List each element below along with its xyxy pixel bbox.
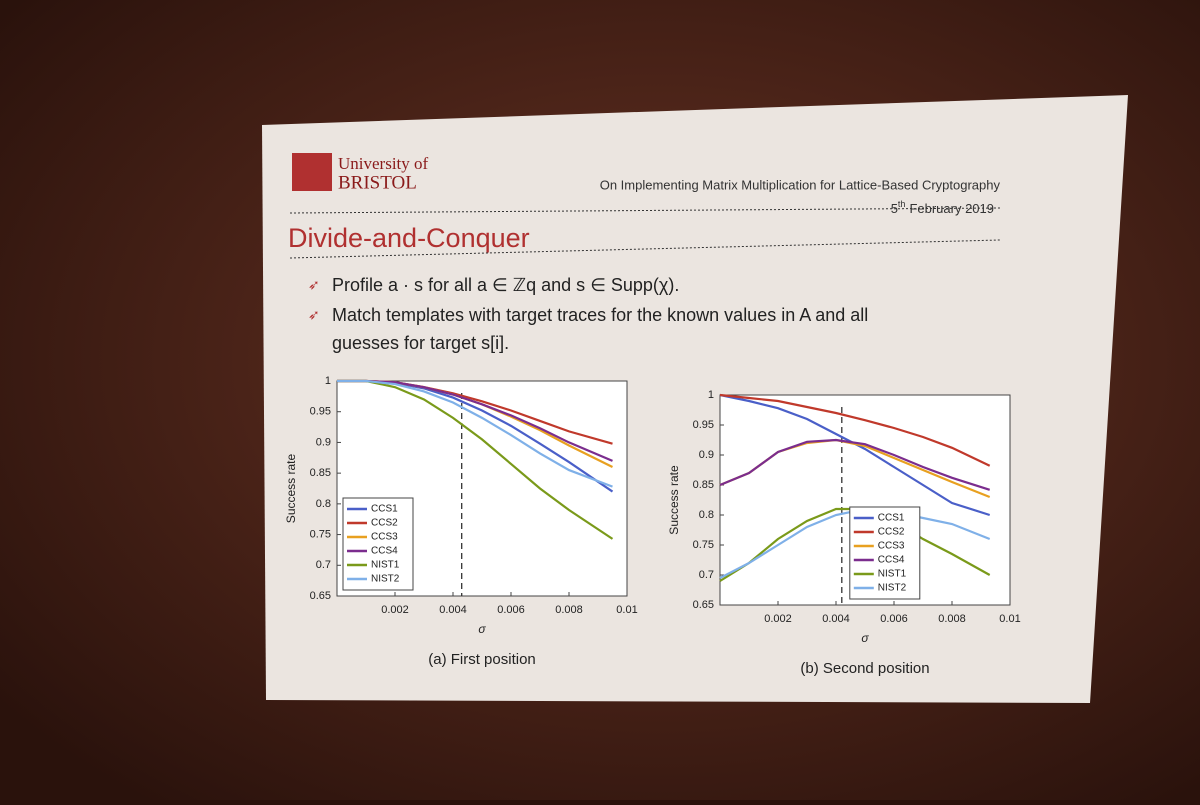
legend-label: NIST1 bbox=[878, 569, 907, 580]
x-tick-label: 0.01 bbox=[999, 613, 1020, 625]
x-axis-label: σ bbox=[478, 622, 486, 636]
y-tick-label: 0.75 bbox=[310, 528, 331, 540]
y-tick-label: 0.9 bbox=[316, 436, 331, 448]
bullet: guesses for target s[i]. bbox=[332, 333, 509, 353]
date-rest: February 2019 bbox=[909, 201, 994, 216]
bullet-icon: ➶ bbox=[308, 277, 320, 293]
y-tick-label: 0.75 bbox=[693, 539, 714, 551]
legend-label: CCS3 bbox=[371, 532, 398, 543]
y-axis-label: Success rate bbox=[284, 453, 298, 523]
x-tick-label: 0.006 bbox=[497, 604, 525, 616]
x-tick-label: 0.004 bbox=[439, 604, 467, 616]
legend bbox=[342, 497, 414, 591]
y-tick-label: 1 bbox=[708, 389, 714, 401]
y-tick-label: 0.7 bbox=[316, 559, 331, 571]
legend bbox=[849, 506, 921, 600]
chart: 0.65 0.7 0.75 0.8 0.85 0.9 0.95 1 0.002 0.004 0.00… bbox=[284, 375, 638, 668]
caption: (a) First position bbox=[428, 651, 536, 668]
y-tick-label: 1 bbox=[325, 375, 331, 387]
caption: (b) Second position bbox=[800, 660, 929, 677]
chart: 0.65 0.7 0.75 0.8 0.85 0.9 0.95 1 0.002 0.004 0.00… bbox=[667, 389, 1021, 677]
header: On Implementing Matrix Multiplication fo… bbox=[600, 177, 1001, 192]
y-tick-label: 0.8 bbox=[316, 498, 331, 510]
line bbox=[719, 438, 991, 491]
x-tick-label: 0.008 bbox=[938, 613, 966, 625]
legend-label: NIST1 bbox=[371, 560, 400, 571]
legend-label: CCS2 bbox=[371, 518, 398, 529]
y-tick-label: 0.85 bbox=[693, 479, 714, 491]
bullet: Profile a · s for all a ∈ ℤq and s ∈ Sup… bbox=[332, 275, 679, 295]
x-tick-label: 0.002 bbox=[764, 613, 792, 625]
legend-label: CCS3 bbox=[878, 541, 905, 552]
legend-label: CCS4 bbox=[371, 546, 398, 557]
legend-label: CCS1 bbox=[371, 504, 398, 515]
legend-label: CCS2 bbox=[878, 527, 905, 538]
x-tick-label: 0.004 bbox=[822, 613, 850, 625]
y-tick-label: 0.95 bbox=[310, 406, 331, 418]
y-tick-label: 0.8 bbox=[699, 509, 714, 521]
logo-text: BRISTOL bbox=[338, 172, 417, 193]
legend-label: CCS1 bbox=[878, 513, 905, 524]
date-suffix: th bbox=[898, 199, 906, 209]
x-tick-label: 0.006 bbox=[880, 613, 908, 625]
x-tick-label: 0.008 bbox=[555, 604, 583, 616]
logo: University of BRISTOL bbox=[292, 153, 429, 193]
x-tick-label: 0.002 bbox=[381, 604, 409, 616]
y-tick-label: 0.65 bbox=[693, 599, 714, 611]
line bbox=[719, 393, 991, 467]
line bbox=[337, 379, 613, 488]
charts: 0.65 0.7 0.75 0.8 0.85 0.9 0.95 1 0.002 0.004 0.00… bbox=[284, 375, 1021, 677]
slide-title: Divide-and-Conquer bbox=[288, 223, 530, 253]
x-tick-label: 0.01 bbox=[616, 604, 637, 616]
bullet: Match templates with target traces for t… bbox=[332, 305, 868, 325]
logo-crest bbox=[292, 153, 332, 191]
legend-label: NIST2 bbox=[371, 574, 400, 585]
bullet-icon: ➶ bbox=[308, 307, 320, 323]
legend-label: NIST2 bbox=[878, 583, 907, 594]
y-tick-label: 0.85 bbox=[310, 467, 331, 479]
y-tick-label: 0.95 bbox=[693, 419, 714, 431]
y-axis-label: Success rate bbox=[667, 465, 681, 535]
line bbox=[337, 379, 614, 540]
y-tick-label: 0.65 bbox=[310, 590, 331, 602]
y-tick-label: 0.7 bbox=[699, 569, 714, 581]
x-axis-label: σ bbox=[861, 631, 869, 645]
legend-label: CCS4 bbox=[878, 555, 905, 566]
logo-text: University of bbox=[338, 154, 429, 173]
y-tick-label: 0.9 bbox=[699, 449, 714, 461]
